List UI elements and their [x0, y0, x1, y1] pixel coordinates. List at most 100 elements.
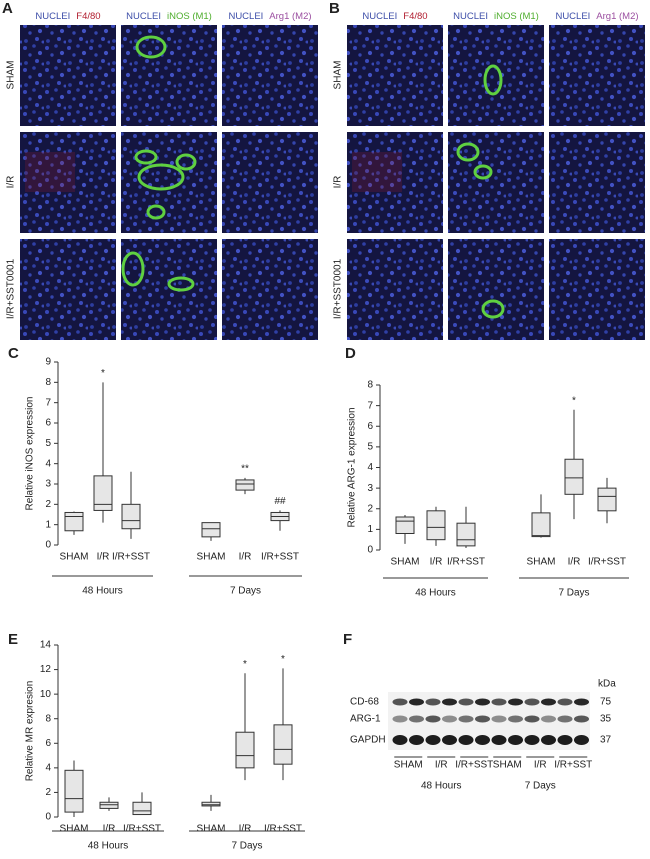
stain [137, 163, 185, 191]
header-part: Arg1 (M2) [269, 11, 311, 22]
panel-letter: C [8, 345, 19, 362]
x-tick-label: SHAM [391, 557, 420, 568]
micrograph [549, 132, 645, 233]
stain [352, 152, 402, 192]
panel-letter: F [343, 631, 352, 648]
band [524, 698, 540, 706]
x-tick-label: I/R+SST [112, 552, 150, 563]
box [93, 475, 113, 511]
band [409, 698, 424, 706]
band [458, 698, 474, 706]
stain [135, 35, 167, 59]
panel-letter: A [2, 0, 13, 17]
band [491, 735, 507, 745]
band [475, 735, 490, 745]
x-tick-label: I/R+SST [123, 824, 161, 835]
lane-label: I/R+SST [455, 760, 493, 771]
x-tick-label: I/R+SST [261, 552, 299, 563]
panel-letter: B [329, 0, 340, 17]
y-axis-label: Relative MR expresion [25, 681, 36, 782]
box [201, 522, 221, 538]
stain [146, 204, 166, 220]
unit-label: kDa [598, 679, 616, 690]
group-label: 7 Days [558, 588, 589, 599]
band [557, 698, 573, 706]
y-tick-label: 7 [367, 400, 373, 411]
group-label: 7 Days [525, 781, 556, 792]
band [442, 698, 457, 706]
x-tick-label: I/R [430, 557, 443, 568]
band [508, 698, 523, 706]
column-header: NUCLEI Arg1 (M2) [228, 11, 311, 22]
y-tick-label: 4 [45, 762, 51, 773]
y-tick-label: 8 [367, 380, 373, 391]
micrograph [20, 132, 116, 233]
band [524, 715, 540, 723]
x-tick-label: SHAM [527, 557, 556, 568]
y-tick-label: 3 [45, 479, 51, 490]
x-tick-label: I/R [103, 824, 116, 835]
significance: * [101, 368, 105, 379]
x-tick-label: I/R [239, 824, 252, 835]
micrograph [347, 132, 443, 233]
band [442, 735, 457, 745]
band [425, 698, 441, 706]
y-tick-label: 6 [45, 738, 51, 749]
band [557, 735, 573, 745]
y-tick-label: 12 [40, 664, 52, 675]
lane-label: SHAM [394, 760, 423, 771]
box [235, 479, 255, 491]
band [442, 715, 457, 723]
column-header: NUCLEI F4/80 [362, 11, 427, 22]
y-tick-label: 7 [45, 397, 51, 408]
box [132, 801, 152, 816]
y-tick-label: 5 [45, 438, 51, 449]
band [458, 735, 474, 745]
header-part: NUCLEI [453, 11, 488, 22]
x-tick-label: SHAM [60, 824, 89, 835]
y-tick-label: 8 [45, 713, 51, 724]
y-tick-label: 10 [40, 689, 52, 700]
y-axis-label: Relative iNOS expression [25, 397, 36, 511]
y-tick-label: 0 [45, 540, 51, 551]
band-name: CD-68 [350, 697, 379, 708]
band [425, 715, 441, 723]
micrograph [121, 132, 217, 233]
header-part: F4/80 [76, 11, 100, 22]
band [409, 735, 424, 745]
y-tick-label: 2 [45, 787, 51, 798]
box [564, 458, 584, 495]
header-part: iNOS (M1) [167, 11, 212, 22]
micrograph [121, 25, 217, 126]
micrograph [448, 132, 544, 233]
lane-label: I/R [534, 760, 547, 771]
box [99, 801, 119, 809]
band [392, 715, 408, 723]
y-tick-label: 3 [367, 483, 373, 494]
group-label: 48 Hours [82, 586, 123, 597]
band [574, 715, 589, 723]
header-part: Arg1 (M2) [596, 11, 638, 22]
y-tick-label: 6 [45, 418, 51, 429]
band [491, 715, 507, 723]
band [508, 715, 523, 723]
band-name: GAPDH [350, 735, 386, 746]
header-part: NUCLEI [362, 11, 397, 22]
box [64, 511, 84, 532]
row-label: SHAM [6, 61, 17, 90]
row-label: I/R+SST0001 [333, 258, 344, 319]
x-tick-label: I/R [97, 552, 110, 563]
significance: * [281, 654, 285, 665]
stain [483, 64, 503, 96]
band [409, 715, 424, 723]
band [475, 715, 490, 723]
y-tick-label: 1 [45, 519, 51, 530]
x-tick-label: I/R+SST [588, 557, 626, 568]
significance: ## [274, 496, 286, 507]
box [597, 487, 617, 512]
header-part: F4/80 [403, 11, 427, 22]
header-part: iNOS (M1) [494, 11, 539, 22]
micrograph [222, 239, 318, 340]
micrograph [448, 239, 544, 340]
row-label: SHAM [333, 61, 344, 90]
